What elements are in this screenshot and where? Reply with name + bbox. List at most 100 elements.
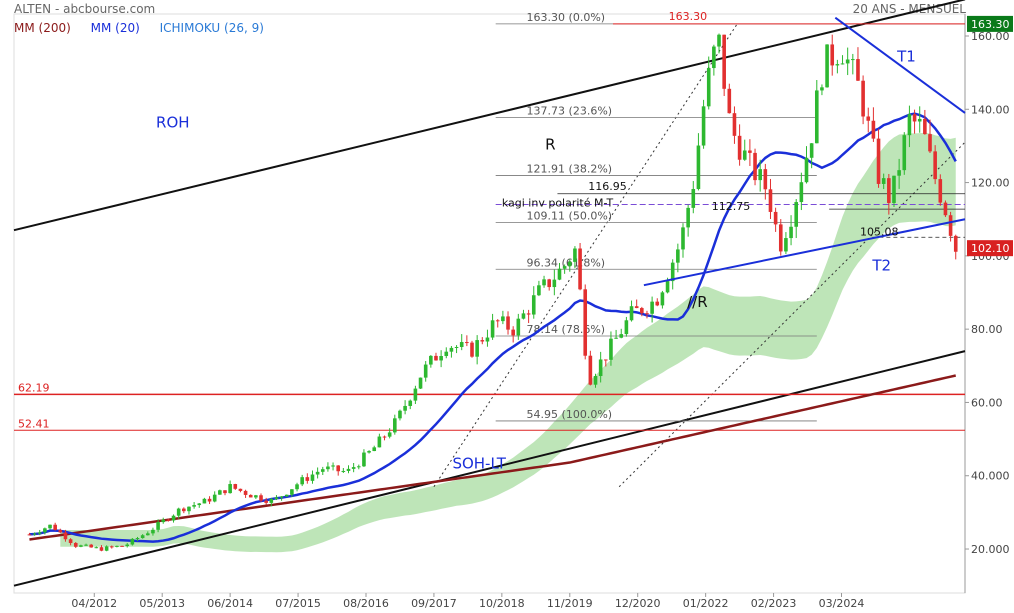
candle-body (928, 134, 932, 152)
candle-body (413, 388, 418, 401)
candle-body (660, 292, 665, 306)
candle-body (753, 152, 757, 181)
legend-ichimoku: ICHIMOKU (26, 9) (159, 21, 264, 35)
chart-annotation: kagi inv polarité M-T (502, 196, 614, 209)
candle-body (202, 498, 207, 504)
candle-body (243, 490, 248, 495)
candle-body (284, 494, 289, 497)
candle-body (53, 524, 57, 531)
x-tick-label: 11/2019 (547, 597, 593, 610)
chart-annotation: T1 (896, 48, 916, 66)
candle-body (429, 355, 433, 365)
top-price-label: 163.30 (971, 18, 1010, 31)
candle-body (444, 351, 449, 357)
candle-body (727, 88, 732, 114)
y-tick-label: 80.00 (971, 323, 1003, 336)
candle-body (336, 465, 341, 472)
r-channel-upper (433, 24, 737, 488)
chart-annotation: T2 (871, 257, 891, 275)
candle-body (248, 494, 253, 498)
candle-body (722, 34, 726, 89)
mm200-line (29, 374, 957, 541)
candle-body (712, 46, 716, 69)
candle-body (459, 342, 464, 347)
candle-body (439, 356, 443, 361)
candle-body (109, 546, 114, 548)
chart-title: ALTEN - abcbourse.com (14, 2, 156, 16)
candle-body (228, 484, 232, 494)
candle-body (495, 320, 500, 322)
candle-body (892, 175, 896, 204)
fib-level-label: 96.34 (61.8%) (527, 256, 606, 269)
candle-body (737, 135, 742, 160)
candle-body (315, 471, 320, 475)
candle-body (310, 474, 315, 481)
x-tick-label: 10/2018 (479, 597, 525, 610)
candle-body (48, 524, 52, 529)
candle-body (475, 340, 479, 357)
candle-body (408, 400, 413, 406)
candle-body (192, 505, 196, 507)
candle-body (238, 488, 243, 491)
y-tick-label: 160.00 (971, 30, 1010, 43)
x-tick-label: 03/2024 (819, 597, 865, 610)
legend-mm200: MM (200) (14, 21, 71, 35)
candle-body (547, 279, 551, 288)
candle-body (58, 530, 63, 533)
x-tick-label: 06/2014 (207, 597, 253, 610)
candle-body (465, 342, 469, 344)
candle-body (830, 44, 835, 66)
candle-body (881, 178, 886, 184)
candle-body (784, 238, 788, 252)
legend-mm20: MM (20) (90, 21, 140, 35)
fib-level-label: 163.30 (0.0%) (527, 11, 606, 24)
candle-body (887, 178, 891, 204)
candle-body (825, 44, 829, 88)
candle-body (871, 120, 876, 139)
candle-body (614, 337, 618, 339)
candle-body (372, 447, 377, 452)
y-tick-label: 60.00 (971, 396, 1003, 409)
candle-body (511, 329, 515, 336)
soh-lt-line (13, 350, 966, 587)
candle-body (609, 338, 613, 360)
x-tick-label: 08/2016 (343, 597, 389, 610)
candle-body (305, 477, 310, 481)
candle-body (341, 470, 346, 472)
candle-body (531, 295, 536, 315)
candle-body (619, 334, 624, 338)
t2-line (643, 218, 966, 287)
candle-body (403, 405, 407, 411)
candle-body (604, 359, 608, 361)
candle-body (650, 301, 654, 314)
chart-annotation: ROH (156, 114, 190, 132)
candle-body (434, 355, 438, 361)
candle-body (320, 469, 325, 472)
r-channel-lower (618, 141, 966, 488)
candle-body (104, 546, 109, 551)
candle-body (279, 496, 284, 498)
candle-body (37, 532, 42, 534)
candle-body (634, 306, 639, 309)
candle-body (814, 90, 819, 144)
candle-body (645, 313, 649, 315)
candle-body (423, 364, 428, 378)
candle-body (449, 347, 454, 352)
chart-annotation: 116.95 (588, 180, 627, 193)
mm20-line (29, 112, 957, 543)
candle-body (706, 68, 711, 107)
candle-body (233, 484, 238, 489)
candle-body (454, 346, 459, 348)
candle-body (598, 359, 603, 377)
candle-body (876, 138, 881, 184)
candle-body (948, 215, 953, 236)
candle-body (593, 376, 598, 385)
candle-body (367, 451, 371, 453)
candle-body (418, 377, 423, 389)
top-level-label: 163.30 (669, 10, 708, 23)
candle-body (794, 202, 799, 227)
candle-body (789, 226, 793, 239)
support-level-label: 62.19 (18, 381, 50, 394)
candle-body (130, 538, 135, 545)
